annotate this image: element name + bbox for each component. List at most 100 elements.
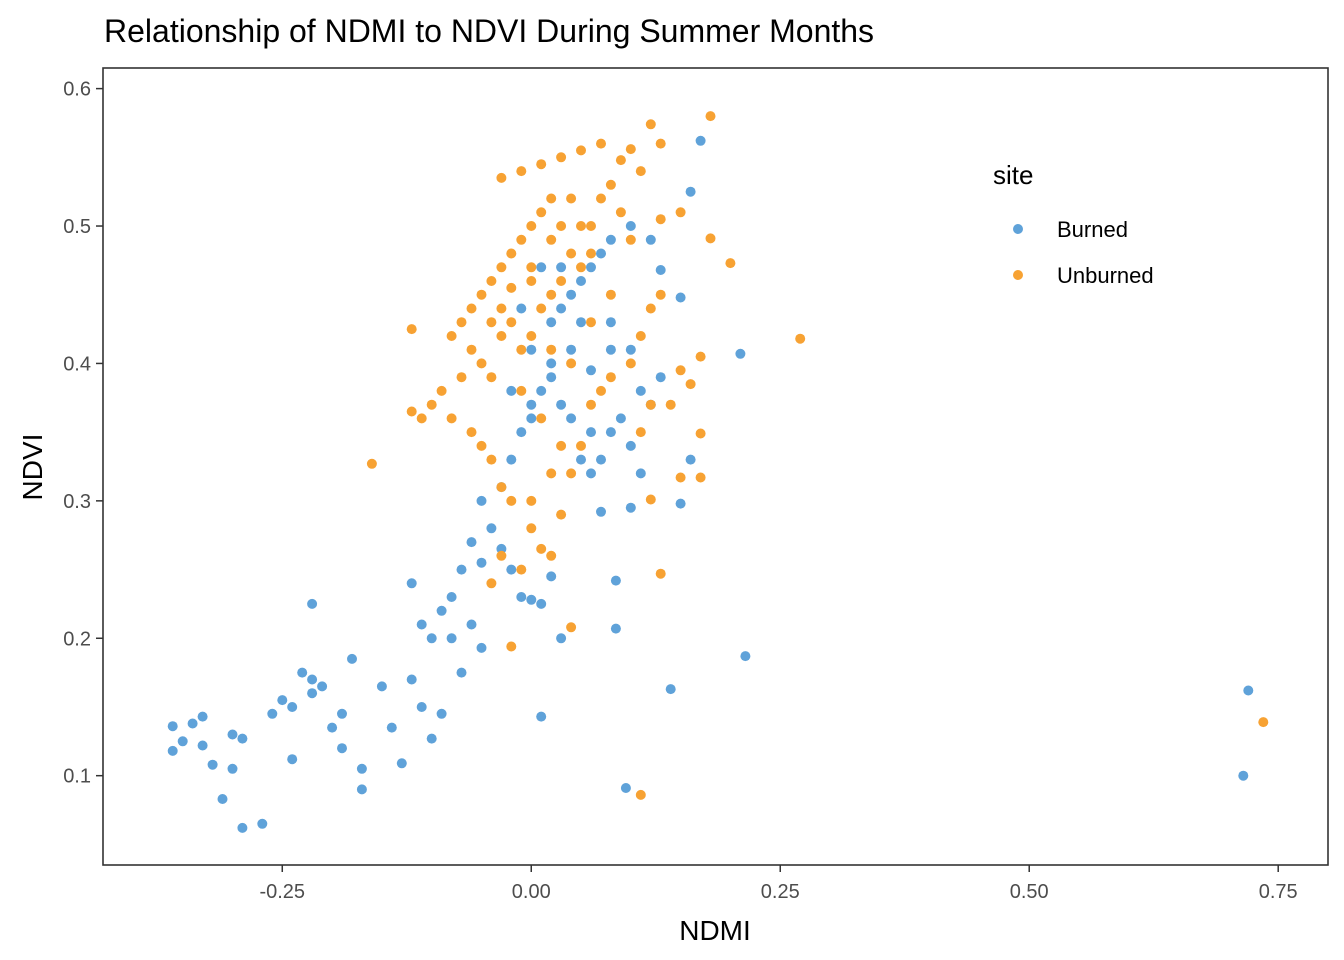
data-point [496,262,507,273]
data-point [536,543,547,554]
data-point [446,592,457,602]
data-point [655,214,666,225]
data-point [506,454,517,465]
data-point [556,399,567,410]
x-tick-label: 0.50 [1010,881,1049,903]
data-point [725,258,736,269]
data-point [526,594,537,605]
y-tick-label: 0.5 [63,216,91,238]
data-point [615,155,626,166]
data-point [376,681,387,692]
data-point [675,365,686,376]
data-point [257,818,268,829]
y-tick-label: 0.4 [63,353,91,375]
data-point [695,428,706,439]
data-point [635,166,646,177]
data-point [526,276,537,286]
data-point [516,303,527,314]
data-point [635,427,646,438]
data-point [605,234,616,245]
data-point [516,427,527,438]
data-point [546,372,557,383]
data-point [526,495,537,506]
data-point [486,523,497,534]
data-point [556,262,567,273]
data-point [227,729,238,740]
data-point [1238,770,1249,781]
data-point [486,317,497,328]
y-tick-label: 0.6 [63,79,91,101]
data-point [536,598,547,609]
data-point [605,372,616,383]
data-point [456,564,467,575]
data-point [655,138,666,149]
data-point [586,221,596,231]
data-point [556,303,567,314]
data-point [506,385,517,396]
series-unburned [366,111,1269,800]
data-point [685,454,696,465]
data-point [566,289,577,300]
data-point [615,413,626,424]
data-point [566,193,577,204]
data-point [536,262,547,273]
data-point [366,458,377,469]
data-point [795,333,806,344]
data-point [556,509,567,520]
data-point [605,289,616,300]
data-point [356,784,367,795]
data-point [456,372,467,383]
data-point [526,344,537,355]
data-point [406,324,417,335]
data-point [675,207,686,218]
x-axis-ticks: -0.25 0.00 0.25 0.50 0.75 [259,865,1298,903]
data-point [740,651,751,662]
data-point [625,221,636,231]
data-point [476,289,487,300]
chart-title: Relationship of NDMI to NDVI During Summ… [104,13,874,49]
data-point [546,193,557,204]
data-point [586,468,596,479]
legend-key-burned [1013,224,1023,234]
data-point [526,523,537,534]
data-point [496,543,507,554]
data-point [506,641,517,652]
data-point [556,152,567,163]
data-point [556,440,567,451]
data-point [496,331,507,341]
legend-title: site [993,160,1033,190]
data-point [566,622,577,633]
data-point [596,506,606,517]
data-point [317,681,328,692]
data-point [586,427,596,438]
data-point [655,265,666,275]
data-point [655,568,666,579]
data-point [446,633,457,644]
y-axis-ticks: 0.1 0.2 0.3 0.4 0.5 0.6 [63,79,103,788]
data-point [237,822,248,833]
legend-key-unburned [1013,270,1023,280]
data-point [546,317,557,328]
data-point [615,207,626,218]
data-point [496,482,507,493]
data-point [516,344,527,355]
data-point [337,708,347,719]
data-point [610,575,621,586]
data-point [695,351,706,362]
data-point [516,564,527,575]
data-point [675,292,686,303]
data-point [635,789,646,800]
data-point [416,619,427,630]
data-point [576,317,586,328]
data-point [396,758,407,769]
data-point [596,193,606,204]
data-point [486,276,497,286]
points-layer [167,111,1269,833]
x-axis-title: NDMI [679,915,751,946]
data-point [267,708,278,719]
data-point [625,502,636,513]
data-point [426,733,437,744]
data-point [546,550,557,561]
data-point [1258,717,1269,728]
data-point [446,413,457,424]
